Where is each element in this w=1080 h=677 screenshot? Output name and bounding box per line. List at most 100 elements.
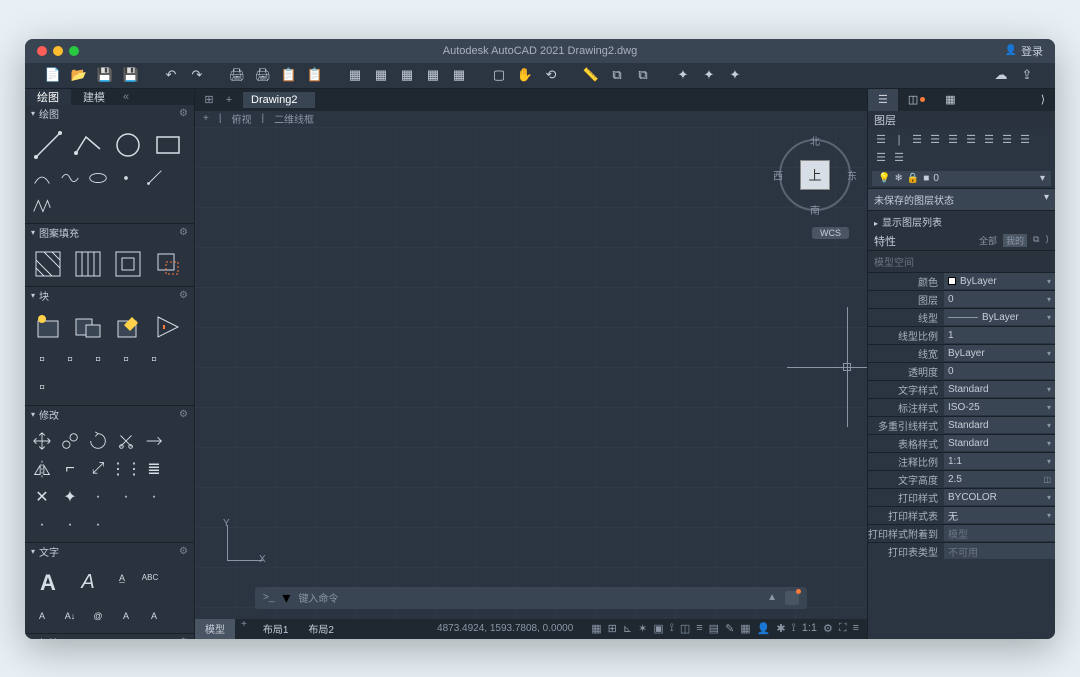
extend-tool[interactable] (141, 428, 167, 454)
prop-value[interactable]: ByLayer▾ (944, 273, 1055, 289)
move-tool[interactable] (29, 428, 55, 454)
fillet-tool[interactable]: ⌐ (57, 456, 83, 482)
open-icon[interactable]: 📂 (71, 67, 87, 83)
polyline-tool[interactable] (69, 127, 107, 163)
prop-value[interactable]: 无▾ (944, 507, 1055, 523)
array-tool[interactable]: ⋮⋮ (113, 456, 139, 482)
viewcube[interactable]: 上 北 南 东 西 (775, 135, 855, 215)
command-bar[interactable]: >_ ▾ 键入命令 ▲ (255, 587, 807, 609)
saveas-icon[interactable]: 💾 (123, 67, 139, 83)
tool2-icon[interactable]: ⧉ (609, 67, 625, 83)
space-selector[interactable]: 模型空间 (868, 250, 1055, 272)
si-a2[interactable]: ✎ (725, 622, 734, 635)
tool5-icon[interactable]: ✦ (701, 67, 717, 83)
gradient-tool[interactable] (69, 246, 107, 282)
attr-block[interactable] (149, 309, 187, 345)
status-layout1[interactable]: 布局1 (253, 619, 299, 639)
spline-tool[interactable] (57, 165, 83, 191)
copy-tool[interactable] (57, 428, 83, 454)
trim-tool[interactable] (113, 428, 139, 454)
t1[interactable]: A̲ (109, 565, 135, 591)
prop-value[interactable]: 1 (944, 327, 1055, 343)
mirror-tool[interactable] (29, 456, 55, 482)
si-a4[interactable]: 👤 (757, 622, 771, 635)
lt6[interactable]: ☰ (982, 133, 996, 147)
si-grid[interactable]: ▦ (591, 622, 601, 635)
m2[interactable]: · (113, 484, 139, 510)
boundary-tool[interactable] (109, 246, 147, 282)
layer4-icon[interactable]: ▦ (425, 67, 441, 83)
rp-tab-close[interactable]: ⟩ (1031, 89, 1055, 111)
prop-value[interactable]: ByLayer▾ (944, 345, 1055, 361)
lt2[interactable]: ☰ (910, 133, 924, 147)
layer3-icon[interactable]: ▦ (399, 67, 415, 83)
undo-icon[interactable]: ↶ (163, 67, 179, 83)
tab-model[interactable]: 建模 (71, 89, 117, 105)
si-dwg[interactable]: ◫ (680, 622, 690, 635)
cmd-input[interactable]: 键入命令 (298, 590, 759, 605)
login-button[interactable]: 登录 (1005, 43, 1043, 59)
prop-value[interactable]: ByLayer▾ (944, 309, 1055, 325)
pan-icon[interactable]: ✋ (517, 67, 533, 83)
maximize-dot[interactable] (69, 46, 79, 56)
show-layers[interactable]: ▸显示图层列表 (868, 210, 1055, 232)
lt5[interactable]: ☰ (964, 133, 978, 147)
rotate-tool[interactable] (85, 428, 111, 454)
layer2-icon[interactable]: ▦ (373, 67, 389, 83)
text-tool[interactable]: A (69, 565, 107, 601)
viewcube-face[interactable]: 上 (800, 160, 830, 190)
add-tab-icon[interactable]: + (219, 90, 239, 110)
lt9[interactable]: ☰ (874, 151, 888, 165)
t3[interactable]: A (29, 603, 55, 629)
prop-value[interactable]: Standard▾ (944, 381, 1055, 397)
paste-icon[interactable]: 📋 (307, 67, 323, 83)
vs-view[interactable]: 俯视 (231, 111, 251, 126)
lt8[interactable]: ☰ (1018, 133, 1032, 147)
blk5[interactable]: ▫ (141, 347, 167, 373)
lt1[interactable]: ☰ (874, 133, 888, 147)
new-icon[interactable]: 📄 (45, 67, 61, 83)
prop-value[interactable]: 1:1▾ (944, 453, 1055, 469)
erase-tool[interactable]: ✕ (29, 484, 55, 510)
si-a5[interactable]: ✱ (776, 622, 785, 635)
tool4-icon[interactable]: ✦ (675, 67, 691, 83)
rp-tab-layers[interactable]: ☰ (868, 89, 898, 111)
lt7[interactable]: ☰ (1000, 133, 1014, 147)
print-icon[interactable]: 🖨 (229, 67, 245, 83)
gear-icon[interactable]: ⚙ (179, 290, 188, 301)
m5[interactable]: · (57, 512, 83, 538)
blk2[interactable]: ▫ (57, 347, 83, 373)
prop-value[interactable]: ISO-25▾ (944, 399, 1055, 415)
minimize-dot[interactable] (53, 46, 63, 56)
layer5-icon[interactable]: ▦ (451, 67, 467, 83)
cmd-history[interactable]: ▲ (767, 592, 777, 603)
redo-icon[interactable]: ↷ (189, 67, 205, 83)
prop-value[interactable]: 模型 (944, 525, 1055, 541)
t2[interactable]: ABC (137, 565, 163, 591)
circle-tool[interactable] (109, 127, 147, 163)
prop-value[interactable]: 2.5◫ (944, 471, 1055, 487)
ray-tool[interactable] (141, 165, 167, 191)
si-a6[interactable]: ⟟ (792, 622, 796, 635)
cmd-badge[interactable] (785, 591, 799, 605)
rp-tab-2[interactable]: ◫ (898, 89, 935, 111)
si-lwt[interactable]: ≡ (696, 622, 702, 635)
gear-icon[interactable]: ⚙ (179, 637, 188, 639)
hatch-tool[interactable] (29, 246, 67, 282)
scale-tool[interactable]: ⤢ (85, 456, 111, 482)
si-gear[interactable]: ⚙ (823, 622, 833, 635)
lt3[interactable]: ☰ (928, 133, 942, 147)
wcs-badge[interactable]: WCS (812, 227, 849, 239)
offset-tool[interactable]: ≣ (141, 456, 167, 482)
m3[interactable]: · (141, 484, 167, 510)
mtext-tool[interactable]: A (29, 565, 67, 601)
share-icon[interactable]: ⇪ (1019, 67, 1035, 83)
status-layout2[interactable]: 布局2 (298, 619, 344, 639)
measure-icon[interactable]: 📏 (583, 67, 599, 83)
blk4[interactable]: ▫ (113, 347, 139, 373)
prop-value[interactable]: 不可用 (944, 543, 1055, 559)
create-block[interactable] (69, 309, 107, 345)
si-full[interactable]: ⛶ (839, 622, 847, 635)
status-model[interactable]: 模型 (195, 619, 235, 639)
tab-draw[interactable]: 绘图 (25, 89, 71, 105)
